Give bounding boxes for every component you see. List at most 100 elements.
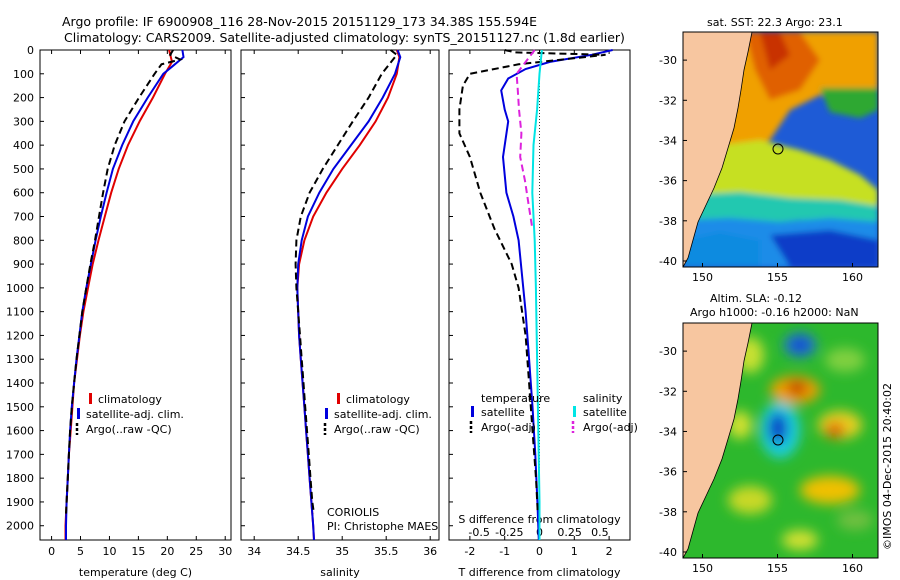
x-tick-label: 34 <box>247 545 261 558</box>
legend-swatch-satellite <box>77 408 80 419</box>
depth-tick-label: 2000 <box>6 520 34 533</box>
sst-ticks: 150 155 160 -30 -32 -34 -36 -38 -40 <box>659 54 863 284</box>
figure-title-line1: Argo profile: IF 6900908_116 28-Nov-2015… <box>62 14 537 29</box>
x-tick-label: -2 <box>464 545 475 558</box>
sla-coastline <box>683 323 753 558</box>
salinity-panel: 34 34.5 35 35.5 36 salinity <box>240 49 440 579</box>
salinity-legend: climatology satellite-adj. clim. Argo(..… <box>323 393 438 533</box>
x-tick-label: 36 <box>423 545 437 558</box>
depth-tick-label: 1200 <box>6 329 34 342</box>
figure-title-line2: Climatology: CARS2009. Satellite-adjuste… <box>64 30 625 45</box>
sst-argo-marker <box>772 143 784 155</box>
legend-swatch-climatology-sal <box>337 393 340 404</box>
sst-ytick-label: -38 <box>659 215 677 228</box>
credit-line2: PI: Christophe MAES <box>327 520 438 533</box>
x-axis-label-2: T difference from climatology <box>458 566 621 579</box>
s-diff-tick-label: -0.25 <box>495 526 523 539</box>
x-tick-label: 0 <box>48 545 55 558</box>
sst-map-title: sat. SST: 22.3 Argo: 23.1 <box>707 16 843 29</box>
depth-tick-label: 700 <box>13 211 34 224</box>
depth-tick-label: 1800 <box>6 472 34 485</box>
sla-map-title2: Argo h1000: -0.16 h2000: NaN <box>690 306 859 319</box>
x-axis-label-1: salinity <box>320 566 360 579</box>
series-line-2-3 <box>515 49 536 229</box>
depth-tick-label: 600 <box>13 187 34 200</box>
depth-tick-label: 800 <box>13 234 34 247</box>
legend-label-climatology-sal: climatology <box>346 393 410 406</box>
sst-ytick-label: -32 <box>659 94 677 107</box>
watermark: ©IMOS 04-Dec-2015 20:40:02 <box>881 383 894 550</box>
legend-label-satellite-sal: satellite-adj. clim. <box>334 408 432 421</box>
sla-xtick-label: 150 <box>692 562 713 575</box>
x-tick-label: 2 <box>606 545 613 558</box>
legend-swatch-sal-satellite <box>573 406 576 417</box>
plot-frame-1 <box>240 49 440 541</box>
series-line-2-2 <box>531 49 543 540</box>
s-diff-tick-label: -0.5 <box>468 526 489 539</box>
x-tick-label: 15 <box>131 545 145 558</box>
depth-tick-label: 1600 <box>6 425 34 438</box>
depth-tick-label: 100 <box>13 68 34 81</box>
legend-label-temp-satellite: satellite <box>481 406 525 419</box>
depth-tick-label: 500 <box>13 163 34 176</box>
sst-map: sat. SST: 22.3 Argo: 23.1 150 155 160 -30 -3… <box>659 16 879 284</box>
x-tick-label: 30 <box>218 545 232 558</box>
sla-xtick-label: 155 <box>767 562 788 575</box>
series-line-2-1 <box>458 49 606 514</box>
series-line-1-2 <box>294 49 399 514</box>
sla-ytick-label: -30 <box>659 345 677 358</box>
legend-label-argo: Argo(..raw -QC) <box>86 423 172 436</box>
x-tick-label: 35 <box>335 545 349 558</box>
temperature-panel: 0100200300400500600700800900100011001200… <box>6 44 232 579</box>
sst-xtick-label: 150 <box>692 271 713 284</box>
sla-ytick-label: -40 <box>659 546 677 559</box>
depth-tick-label: 1500 <box>6 401 34 414</box>
depth-tick-label: 1100 <box>6 306 34 319</box>
x-tick-label: 5 <box>77 545 84 558</box>
credit-line1: CORIOLIS <box>327 506 379 519</box>
sla-ticks: 150 155 160 -30 -32 -34 -36 -38 -40 <box>659 345 863 575</box>
x-tick-label: 35.5 <box>374 545 399 558</box>
sst-coastline <box>683 32 753 267</box>
depth-tick-label: 0 <box>27 44 34 57</box>
sla-argo-marker <box>772 434 784 446</box>
x-tick-label: -1 <box>499 545 510 558</box>
sla-ytick-label: -34 <box>659 425 677 438</box>
sla-ytick-label: -36 <box>659 466 677 479</box>
sla-ytick-label: -38 <box>659 506 677 519</box>
s-diff-tick-label: 0.5 <box>591 526 609 539</box>
sla-map-title1: Altim. SLA: -0.12 <box>710 292 802 305</box>
series-line-0-2 <box>65 49 184 514</box>
s-diff-tick-label: 0.25 <box>557 526 582 539</box>
legend-head-salinity: salinity <box>583 392 623 405</box>
x-tick-label: 0 <box>536 545 543 558</box>
depth-tick-label: 1700 <box>6 448 34 461</box>
depth-tick-label: 200 <box>13 92 34 105</box>
depth-tick-label: 1300 <box>6 353 34 366</box>
depth-tick-label: 300 <box>13 115 34 128</box>
sst-land <box>683 32 752 267</box>
sst-xtick-label: 160 <box>842 271 863 284</box>
x-tick-label: 1 <box>571 545 578 558</box>
x-tick-label: 25 <box>189 545 203 558</box>
depth-tick-label: 1000 <box>6 282 34 295</box>
x-tick-label: 34.5 <box>286 545 311 558</box>
x-tick-label: 10 <box>102 545 116 558</box>
legend-label-satellite: satellite-adj. clim. <box>86 408 184 421</box>
x-axis-label-0: temperature (deg C) <box>79 566 192 579</box>
legend-label-sal-argo: Argo(-adj) <box>583 421 638 434</box>
depth-tick-label: 1900 <box>6 496 34 509</box>
sla-ytick-label: -32 <box>659 385 677 398</box>
legend-swatch-temp-satellite <box>471 406 474 417</box>
sst-ytick-label: -30 <box>659 54 677 67</box>
depth-tick-label: 1400 <box>6 377 34 390</box>
depth-tick-label: 400 <box>13 139 34 152</box>
x-tick-label: 20 <box>160 545 174 558</box>
difference-panel: -2 -1 0 1 2 T difference from climatology -0.5… <box>448 49 631 579</box>
temperature-legend: climatology satellite-adj. clim. Argo(..… <box>75 393 184 436</box>
sst-xtick-label: 155 <box>767 271 788 284</box>
sla-xtick-label: 160 <box>842 562 863 575</box>
legend-head-temperature: temperature <box>481 392 550 405</box>
legend-label-temp-argo: Argo(-adj) <box>481 421 536 434</box>
